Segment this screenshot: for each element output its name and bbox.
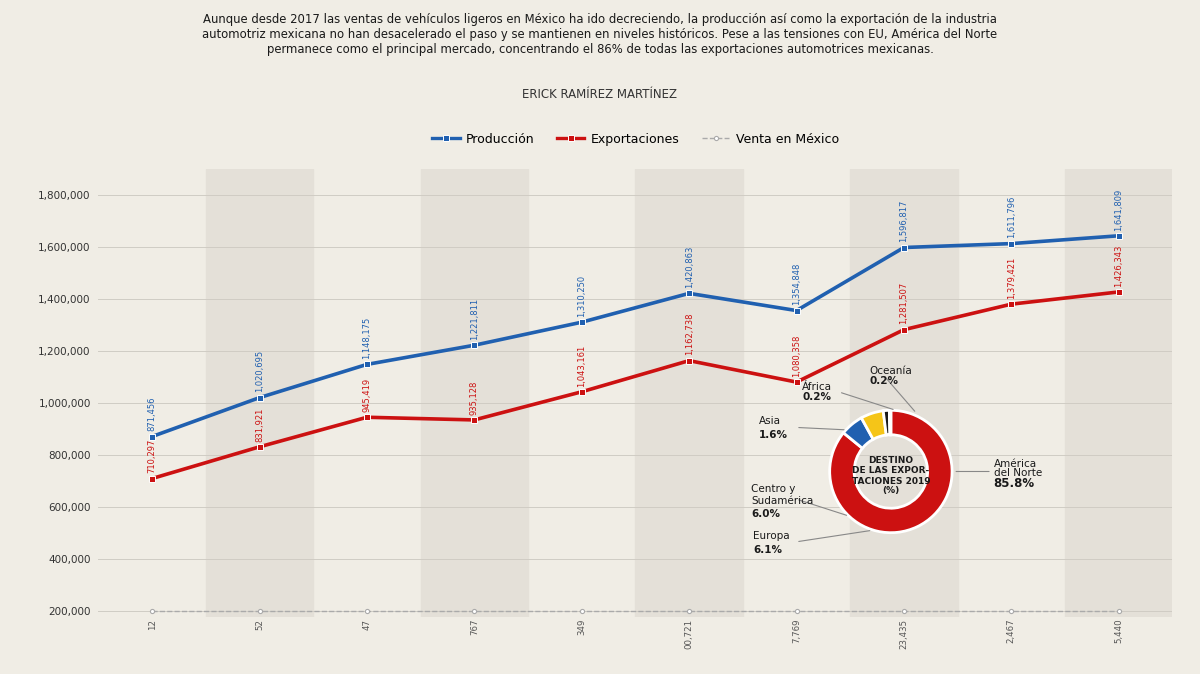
Text: África: África — [802, 382, 832, 392]
Text: DESTINO: DESTINO — [869, 456, 913, 465]
Text: 1,354,848: 1,354,848 — [792, 263, 802, 305]
Text: Europa: Europa — [754, 530, 790, 541]
Legend: Producción, Exportaciones, Venta en México: Producción, Exportaciones, Venta en Méxi… — [427, 127, 844, 151]
Text: ERICK RAMÍREZ MARTÍNEZ: ERICK RAMÍREZ MARTÍNEZ — [522, 88, 678, 100]
Text: permanece como el principal mercado, concentrando el 86% de todas las exportacio: permanece como el principal mercado, con… — [266, 43, 934, 56]
Text: TACIONES 2019: TACIONES 2019 — [852, 477, 930, 486]
Text: Centro y: Centro y — [751, 484, 796, 493]
Text: América: América — [994, 459, 1037, 469]
Text: 945,419: 945,419 — [362, 378, 371, 412]
Text: 1,611,796: 1,611,796 — [1007, 196, 1015, 239]
Text: 1,043,161: 1,043,161 — [577, 344, 586, 387]
Bar — [1066, 168, 1172, 617]
Text: 47: 47 — [362, 619, 372, 630]
Text: 1,162,738: 1,162,738 — [684, 313, 694, 355]
Text: 1,080,358: 1,080,358 — [792, 334, 802, 377]
Text: del Norte: del Norte — [994, 468, 1042, 479]
Text: Aunque desde 2017 las ventas de vehículos ligeros en México ha ido decreciendo, : Aunque desde 2017 las ventas de vehículo… — [203, 13, 997, 26]
Text: 2,467: 2,467 — [1007, 619, 1015, 644]
Text: 12: 12 — [148, 619, 156, 630]
Wedge shape — [862, 410, 887, 439]
Bar — [420, 168, 528, 617]
Text: 1,420,863: 1,420,863 — [684, 246, 694, 288]
Text: 349: 349 — [577, 619, 587, 635]
Text: 23,435: 23,435 — [900, 619, 908, 649]
Text: 1,596,817: 1,596,817 — [899, 200, 908, 242]
Bar — [205, 168, 313, 617]
Text: 1.6%: 1.6% — [760, 430, 788, 439]
Text: 935,128: 935,128 — [469, 380, 479, 415]
Text: 85.8%: 85.8% — [994, 477, 1034, 490]
Text: 1,426,343: 1,426,343 — [1114, 245, 1123, 286]
Text: 00,721: 00,721 — [684, 619, 694, 649]
Text: Asia: Asia — [760, 417, 781, 427]
Wedge shape — [829, 410, 952, 532]
Text: (%): (%) — [882, 486, 900, 495]
Text: 1,641,809: 1,641,809 — [1114, 188, 1123, 231]
Text: 831,921: 831,921 — [256, 407, 264, 441]
Wedge shape — [883, 410, 890, 435]
Text: 1,281,507: 1,281,507 — [899, 282, 908, 324]
Text: 6.0%: 6.0% — [751, 510, 780, 520]
Text: 1,379,421: 1,379,421 — [1007, 257, 1015, 299]
Text: 1,148,175: 1,148,175 — [362, 317, 371, 359]
Text: 1,020,695: 1,020,695 — [256, 350, 264, 392]
Bar — [635, 168, 743, 617]
Text: 710,297: 710,297 — [148, 439, 156, 473]
Wedge shape — [844, 418, 874, 448]
Text: 1,221,811: 1,221,811 — [469, 298, 479, 340]
Text: 6.1%: 6.1% — [754, 545, 782, 555]
Text: 0.2%: 0.2% — [870, 376, 899, 386]
Text: 52: 52 — [256, 619, 264, 630]
Text: 5,440: 5,440 — [1114, 619, 1123, 644]
Text: DE LAS EXPOR-: DE LAS EXPOR- — [852, 466, 930, 475]
Text: Oceanía: Oceanía — [870, 365, 912, 375]
Text: automotriz mexicana no han desacelerado el paso y se mantienen en niveles histór: automotriz mexicana no han desacelerado … — [203, 28, 997, 41]
Text: 7,769: 7,769 — [792, 619, 802, 643]
Text: 871,456: 871,456 — [148, 397, 156, 431]
Text: 767: 767 — [470, 619, 479, 635]
Text: 0.2%: 0.2% — [802, 392, 832, 402]
Text: 1,310,250: 1,310,250 — [577, 275, 586, 317]
Bar — [850, 168, 958, 617]
Text: Sudamérica: Sudamérica — [751, 496, 814, 506]
